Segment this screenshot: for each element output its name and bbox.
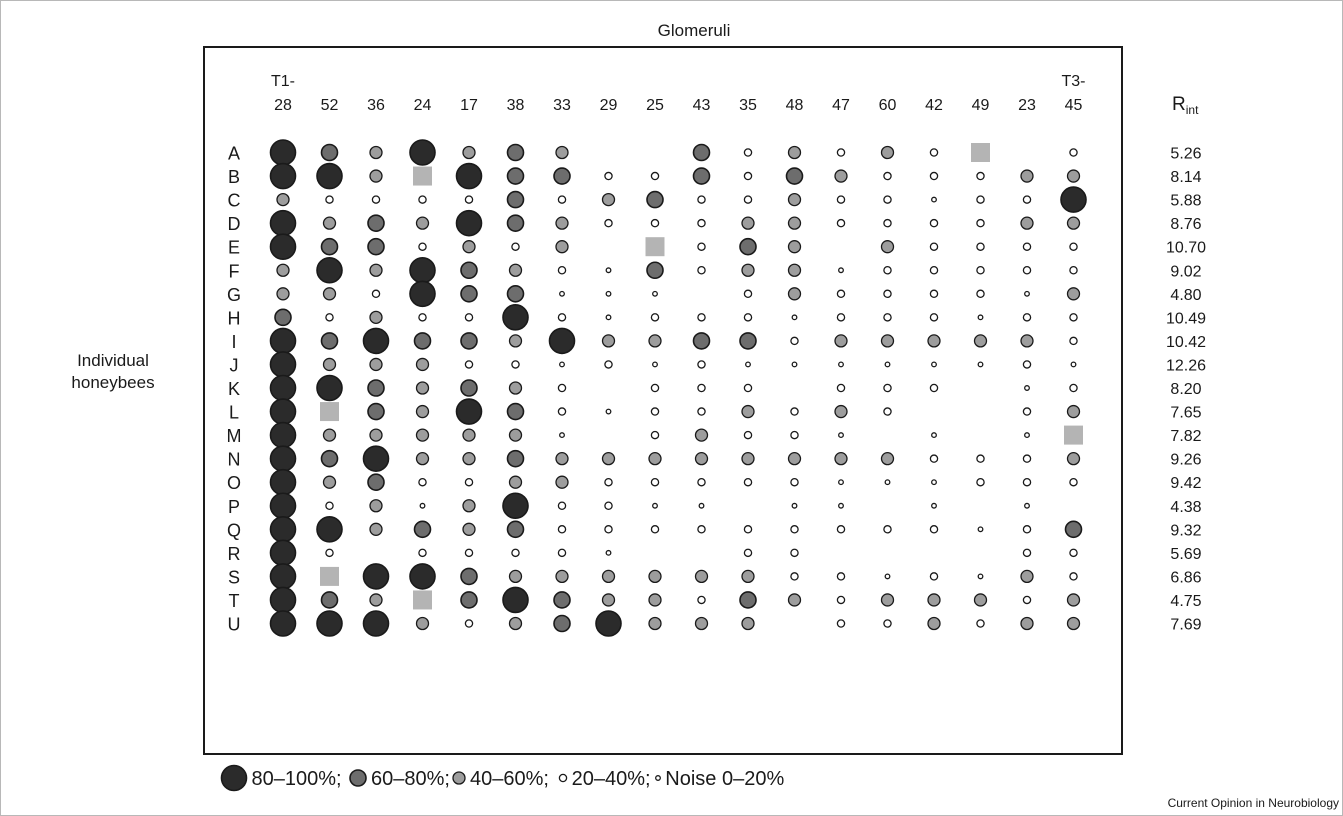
credit-line: Current Opinion in Neurobiology (1167, 796, 1339, 810)
chart-title: Glomeruli (657, 21, 731, 40)
legend-swatch (349, 769, 367, 787)
legend-label: 40–60%; (470, 768, 549, 790)
legend-swatch (558, 773, 568, 783)
legend-label: 20–40%; (572, 768, 651, 790)
legend-label: 60–80%; (371, 768, 450, 790)
plot-area-frame (203, 46, 1123, 755)
y-axis-label: Individual honeybees (71, 351, 155, 392)
legend-label: 80–100%; (252, 768, 342, 790)
legend-swatch (220, 764, 248, 792)
legend: 80–100%; 60–80%; 40–60%; 20–40%; Noise 0–20% (220, 764, 784, 792)
legend-swatch (655, 775, 661, 781)
legend-swatch (452, 771, 466, 785)
legend-label: Noise 0–20% (665, 768, 784, 790)
